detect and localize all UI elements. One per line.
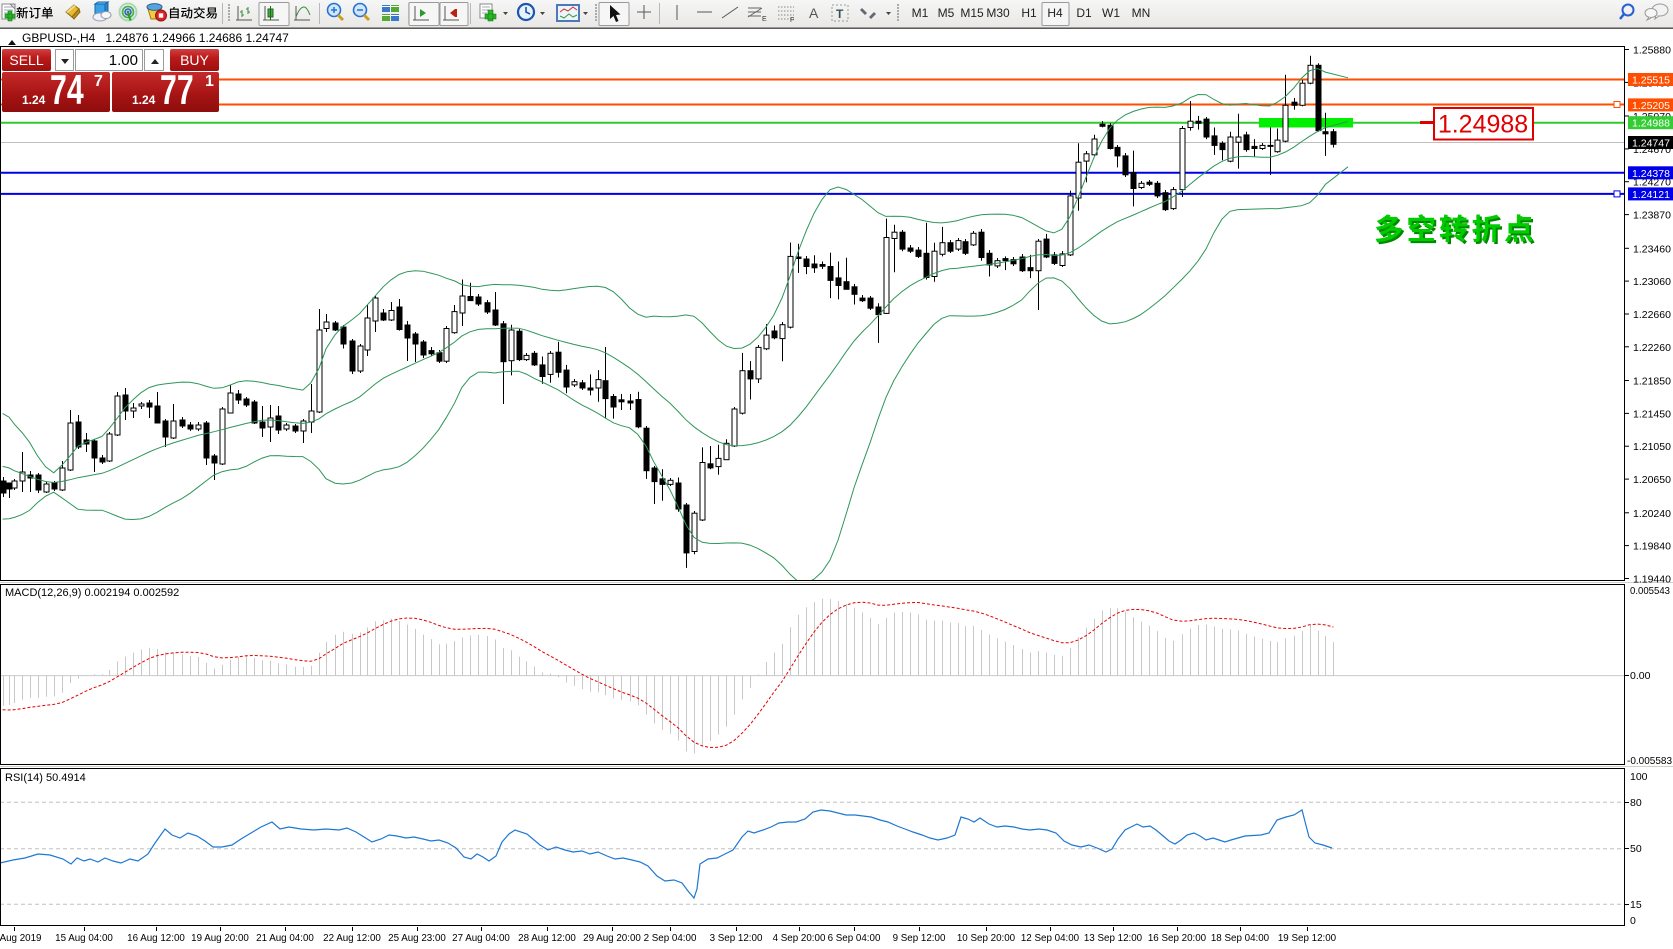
svg-text:80: 80 [1630, 797, 1642, 809]
svg-text:9 Sep 12:00: 9 Sep 12:00 [893, 933, 946, 944]
svg-text:-0.005583: -0.005583 [1627, 755, 1672, 767]
svg-text:1.20240: 1.20240 [1633, 508, 1671, 520]
svg-text:H1: H1 [1021, 6, 1037, 20]
svg-text:1.24378: 1.24378 [1632, 168, 1670, 180]
svg-text:1.22260: 1.22260 [1633, 342, 1671, 354]
svg-text:1.21450: 1.21450 [1633, 408, 1671, 420]
svg-text:16 Aug 12:00: 16 Aug 12:00 [127, 933, 185, 944]
svg-text:1.25205: 1.25205 [1632, 100, 1670, 112]
svg-text:M5: M5 [938, 6, 955, 20]
svg-text:13 Sep 12:00: 13 Sep 12:00 [1084, 933, 1143, 944]
svg-text:M15: M15 [960, 6, 984, 20]
svg-text:16 Sep 20:00: 16 Sep 20:00 [1148, 933, 1207, 944]
svg-text:28 Aug 12:00: 28 Aug 12:00 [518, 933, 576, 944]
svg-text:1.24121: 1.24121 [1632, 189, 1670, 201]
svg-text:1.23460: 1.23460 [1633, 243, 1671, 255]
svg-text:19 Aug 20:00: 19 Aug 20:00 [191, 933, 249, 944]
svg-text:21 Aug 04:00: 21 Aug 04:00 [256, 933, 314, 944]
svg-text:1.23060: 1.23060 [1633, 276, 1671, 288]
svg-text:27 Aug 04:00: 27 Aug 04:00 [452, 933, 510, 944]
svg-text:W1: W1 [1102, 6, 1120, 20]
svg-text:19 Sep 12:00: 19 Sep 12:00 [1278, 933, 1337, 944]
svg-text:0.005543: 0.005543 [1630, 585, 1670, 597]
svg-text:1.19840: 1.19840 [1633, 541, 1671, 553]
svg-text:10 Sep 20:00: 10 Sep 20:00 [957, 933, 1016, 944]
svg-text:A: A [809, 5, 819, 21]
svg-text:1.23870: 1.23870 [1633, 210, 1671, 222]
svg-text:1.24747: 1.24747 [1632, 138, 1670, 150]
svg-text:1.24270: 1.24270 [1633, 177, 1671, 189]
svg-text:1.19440: 1.19440 [1633, 574, 1671, 586]
svg-text:D1: D1 [1076, 6, 1092, 20]
svg-text:1.25515: 1.25515 [1632, 75, 1670, 87]
svg-text:25 Aug 23:00: 25 Aug 23:00 [388, 933, 446, 944]
svg-text:MACD(12,26,9) 0.002194 0.00259: MACD(12,26,9) 0.002194 0.002592 [5, 587, 179, 599]
svg-text:1.24988: 1.24988 [1438, 111, 1528, 139]
svg-text:E: E [762, 16, 767, 23]
svg-text:13 Aug 2019: 13 Aug 2019 [0, 933, 42, 944]
svg-text:RSI(14) 50.4914: RSI(14) 50.4914 [5, 772, 86, 784]
svg-text:1.21850: 1.21850 [1633, 376, 1671, 388]
svg-text:100: 100 [1630, 771, 1648, 783]
svg-text:50: 50 [1630, 843, 1642, 855]
svg-text:T: T [836, 7, 844, 21]
svg-text:22 Aug 12:00: 22 Aug 12:00 [323, 933, 381, 944]
svg-text:12 Sep 04:00: 12 Sep 04:00 [1021, 933, 1080, 944]
svg-text:1.22660: 1.22660 [1633, 309, 1671, 321]
svg-text:MN: MN [1132, 6, 1151, 20]
svg-text:M30: M30 [986, 6, 1010, 20]
svg-text:3 Sep 12:00: 3 Sep 12:00 [710, 933, 763, 944]
svg-text:1.21050: 1.21050 [1633, 441, 1671, 453]
svg-text:1.25880: 1.25880 [1633, 45, 1671, 57]
svg-text:0.00: 0.00 [1630, 670, 1651, 682]
svg-text:1.24988: 1.24988 [1632, 118, 1670, 130]
svg-text:M1: M1 [912, 6, 929, 20]
svg-text:4 Sep 20:00: 4 Sep 20:00 [773, 933, 826, 944]
svg-text:F: F [790, 17, 794, 24]
svg-text:H4: H4 [1047, 6, 1063, 20]
svg-text:1.20650: 1.20650 [1633, 474, 1671, 486]
svg-text:0: 0 [1630, 915, 1636, 927]
svg-text:29 Aug 20:00: 29 Aug 20:00 [583, 933, 641, 944]
svg-text:6 Sep 04:00: 6 Sep 04:00 [828, 933, 881, 944]
svg-text:15: 15 [1630, 899, 1642, 911]
svg-text:2 Sep 04:00: 2 Sep 04:00 [644, 933, 697, 944]
svg-text:15 Aug 04:00: 15 Aug 04:00 [55, 933, 113, 944]
svg-text:18 Sep 04:00: 18 Sep 04:00 [1211, 933, 1270, 944]
